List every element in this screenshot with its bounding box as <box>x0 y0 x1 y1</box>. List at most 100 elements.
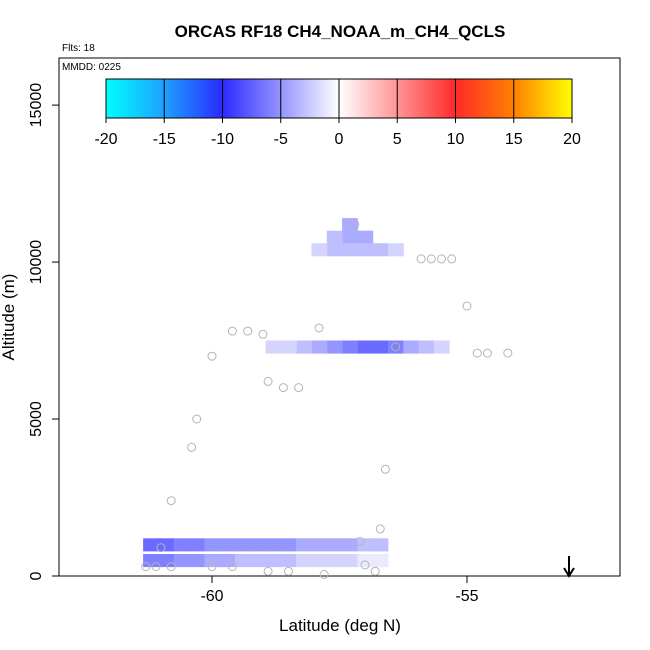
flight-points <box>141 219 513 579</box>
flight-point <box>187 442 197 452</box>
heatmap-cell <box>235 538 251 552</box>
x-tick-label: -55 <box>455 588 478 605</box>
heatmap-cell <box>173 554 190 568</box>
colorbar-tick-label: -10 <box>211 131 234 148</box>
heatmap-cell <box>311 538 328 552</box>
colorbar-tick-label: -20 <box>94 131 117 148</box>
colorbar-tick-label: 20 <box>563 131 581 148</box>
heatmap-cell <box>280 554 297 568</box>
y-tick-label: 10000 <box>28 240 45 285</box>
flight-point <box>207 562 217 572</box>
heatmap-cell <box>372 538 389 552</box>
heatmap-cell <box>235 554 251 568</box>
heatmap-cell <box>342 554 358 568</box>
heatmap-cell <box>204 554 221 568</box>
heatmap-cell <box>158 554 175 568</box>
flight-point <box>207 351 217 361</box>
heatmap-cell <box>342 230 358 244</box>
heatmap-cell <box>326 230 343 244</box>
flight-point <box>192 414 202 424</box>
flight-point <box>391 342 401 352</box>
plot-area <box>58 57 621 577</box>
y-axis-label: Altitude (m) <box>0 274 18 361</box>
flight-point <box>141 562 151 572</box>
flight-point <box>263 566 273 576</box>
heatmap-cell <box>173 538 190 552</box>
colorbar-ticks: -20 -15 -10 -5 0 5 10 15 20 <box>94 79 581 148</box>
flight-point <box>166 562 176 572</box>
flight-point <box>258 329 268 339</box>
heatmap-cell <box>326 554 343 568</box>
heatmap-cell <box>403 340 420 354</box>
colorbar-tick-label: 10 <box>447 131 465 148</box>
flight-point <box>360 560 370 570</box>
flight-point <box>294 383 304 393</box>
heatmap-cell <box>372 554 389 568</box>
heatmap-cell <box>326 538 343 552</box>
heatmap-cell <box>158 538 175 552</box>
x-axis: -60 -55 <box>200 576 479 605</box>
heatmap-cell <box>372 243 389 257</box>
y-tick-label: 5000 <box>28 401 45 437</box>
flight-point <box>437 254 446 264</box>
heatmap-cell <box>326 243 343 257</box>
flights-annotation: Flts: 18 <box>62 43 95 54</box>
heatmap-cell <box>433 340 450 354</box>
flight-point <box>375 524 385 534</box>
flight-point <box>370 566 380 576</box>
flight-point <box>350 219 360 229</box>
flight-point <box>503 348 513 358</box>
flight-point <box>319 569 329 579</box>
flight-point <box>278 383 288 393</box>
heatmap-cell <box>311 340 328 354</box>
chart-title: ORCAS RF18 CH4_NOAA_m_CH4_QCLS <box>175 22 506 41</box>
flight-point <box>151 562 161 572</box>
heatmap-cell <box>311 554 328 568</box>
heatmap-cell <box>311 243 328 257</box>
heatmap-cell <box>265 538 282 552</box>
flight-point <box>447 254 457 264</box>
flight-point <box>314 323 324 333</box>
heatmap-cell <box>265 554 282 568</box>
heatmap-cell <box>265 340 282 354</box>
flight-point <box>380 464 390 474</box>
heatmap-cell <box>357 538 374 552</box>
heatmap-cell <box>219 554 236 568</box>
heatmap-cells <box>143 218 450 568</box>
heatmap-cell <box>326 340 343 354</box>
y-tick-label: 15000 <box>28 83 45 128</box>
colorbar-tick-label: 15 <box>505 131 523 148</box>
flight-point <box>227 326 237 336</box>
flight-point <box>284 566 293 576</box>
heatmap-cell <box>388 243 404 257</box>
y-axis: 0 5000 10000 15000 <box>28 83 59 580</box>
colorbar-tick-label: 0 <box>335 131 344 148</box>
heatmap-cell <box>388 340 404 354</box>
flight-point <box>156 543 166 553</box>
heatmap-cell <box>296 554 312 568</box>
heatmap-cell <box>250 538 267 552</box>
flight-point <box>416 254 426 264</box>
heatmap-cell <box>189 554 205 568</box>
heatmap-cell <box>250 554 267 568</box>
flight-point <box>355 537 365 546</box>
colorbar-tick-label: 5 <box>393 131 402 148</box>
arrow-marker <box>563 556 575 578</box>
flight-point <box>243 326 253 336</box>
heatmap-cell <box>143 538 159 552</box>
x-axis-label: Latitude (deg N) <box>279 616 401 635</box>
heatmap-cell <box>280 340 297 354</box>
heatmap-cell <box>357 243 374 257</box>
date-annotation: MMDD: 0225 <box>62 62 121 73</box>
heatmap-cell <box>189 538 205 552</box>
flight-point <box>227 562 237 572</box>
flight-point <box>472 348 482 358</box>
arrow-head <box>563 567 575 578</box>
heatmap-cell <box>372 340 389 354</box>
heatmap-cell <box>296 340 312 354</box>
y-tick-label: 0 <box>28 571 45 580</box>
colorbar-tick-label: -5 <box>274 131 288 148</box>
flight-point <box>482 348 492 358</box>
heatmap-cell <box>357 340 374 354</box>
